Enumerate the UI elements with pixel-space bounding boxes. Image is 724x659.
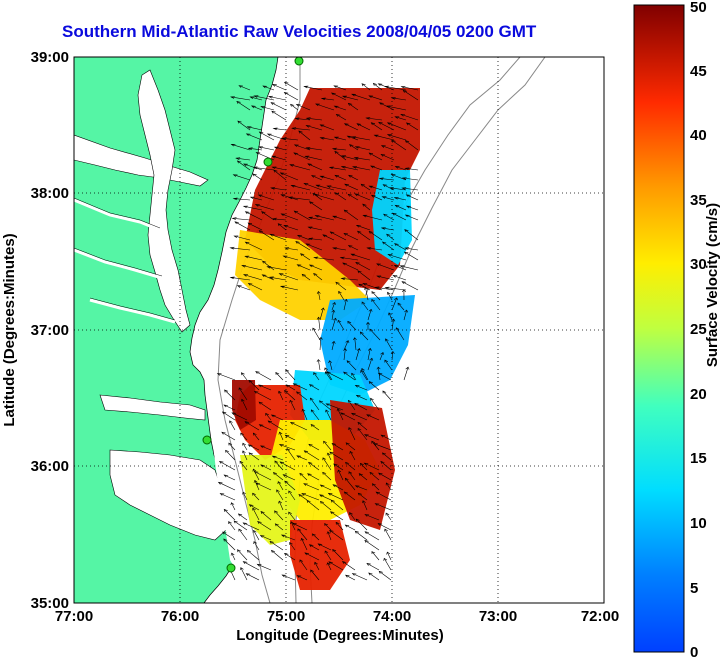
x-tick-label: 73:00: [479, 608, 517, 625]
x-tick-label: 75:00: [267, 608, 305, 625]
colorbar-tick-label: 25: [690, 321, 707, 338]
radar-stations: [202, 57, 304, 573]
x-axis-ticks: 77:00 76:00 75:00 74:00 73:00 72:00: [55, 608, 619, 625]
velocity-arrows: [216, 81, 419, 581]
colorbar-tick-label: 50: [690, 0, 707, 16]
y-tick-label: 38:00: [31, 185, 69, 202]
colorbar-tick-label: 40: [690, 127, 707, 144]
y-tick-label: 39:00: [31, 49, 69, 66]
grid-lines: [74, 57, 604, 603]
map-title: Southern Mid-Atlantic Raw Velocities 200…: [62, 22, 537, 41]
y-axis-label: Latitude (Degrees:Minutes): [1, 233, 18, 426]
colorbar-tick-label: 0: [690, 644, 698, 659]
colorbar-tick-label: 35: [690, 192, 707, 209]
y-tick-label: 36:00: [31, 458, 69, 475]
colorbar-tick-label: 20: [690, 386, 707, 403]
x-axis-label: Longitude (Degrees:Minutes): [236, 627, 444, 644]
y-tick-label: 35:00: [31, 595, 69, 612]
plot-frame: [73, 56, 605, 604]
y-tick-label: 37:00: [31, 322, 69, 339]
colorbar: [633, 4, 685, 653]
colorbar-label: Surface Velocity (cm/s): [704, 203, 721, 367]
velocity-field: [232, 88, 420, 590]
x-tick-label: 72:00: [581, 608, 619, 625]
x-tick-label: 76:00: [161, 608, 199, 625]
colorbar-tick-label: 30: [690, 256, 707, 273]
x-tick-label: 77:00: [55, 608, 93, 625]
colorbar-tick-label: 5: [690, 580, 698, 597]
colorbar-ticks: 0 5 10 15 20 25 30 35 40 45 50: [690, 0, 707, 659]
colorbar-tick-label: 15: [690, 450, 707, 467]
colorbar-tick-label: 10: [690, 515, 707, 532]
y-axis-ticks: 39:00 38:00 37:00 36:00 35:00: [31, 49, 69, 612]
colorbar-tick-label: 45: [690, 63, 707, 80]
x-tick-label: 74:00: [373, 608, 411, 625]
